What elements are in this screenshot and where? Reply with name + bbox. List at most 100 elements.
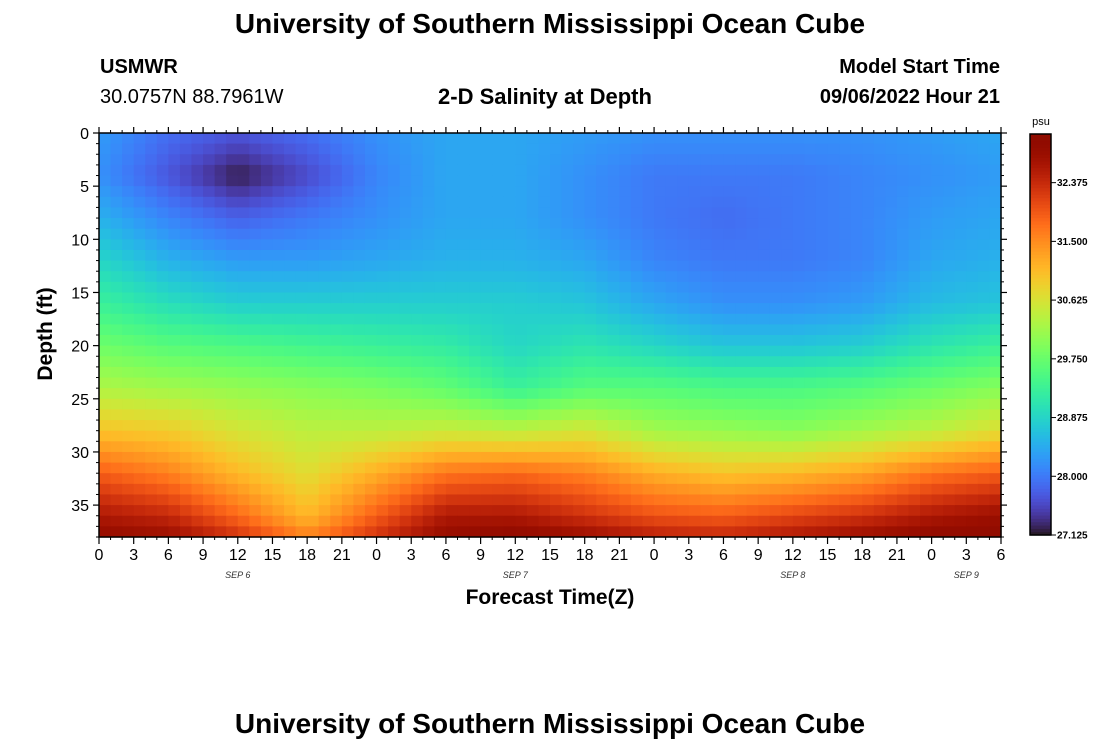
heatmap-cell <box>850 398 863 411</box>
heatmap-cell <box>827 281 840 294</box>
heatmap-cell <box>203 505 216 517</box>
colorbar-band <box>1030 321 1051 326</box>
heatmap-cell <box>850 175 863 187</box>
heatmap-cell <box>515 494 528 506</box>
heatmap-cell <box>445 260 459 272</box>
heatmap-cell <box>769 154 782 166</box>
heatmap-cell <box>839 207 852 219</box>
heatmap-cell <box>503 313 516 325</box>
y-tick-label: 30 <box>71 445 89 462</box>
heatmap-cell <box>885 430 898 442</box>
heatmap-cell <box>839 154 852 166</box>
heatmap-cell <box>654 451 667 464</box>
heatmap-cell <box>989 441 1002 453</box>
heatmap-cell <box>226 462 239 474</box>
heatmap-cell <box>561 494 574 506</box>
heatmap-cell <box>168 143 181 155</box>
heatmap-cell <box>272 313 285 325</box>
heatmap-cell <box>746 228 759 240</box>
heatmap-cell <box>723 462 736 474</box>
heatmap-cell <box>989 356 1002 368</box>
heatmap-cell <box>815 398 829 411</box>
heatmap-cell <box>850 324 863 336</box>
heatmap-cell <box>746 154 759 166</box>
heatmap-cell <box>896 143 910 155</box>
heatmap-cell <box>989 260 1002 272</box>
heatmap-cell <box>966 451 979 464</box>
heatmap-cell <box>260 441 274 453</box>
heatmap-cell <box>364 143 378 155</box>
colorbar-unit-label: psu <box>1032 116 1050 128</box>
heatmap-cell <box>619 526 632 538</box>
heatmap-cell <box>665 239 678 251</box>
heatmap-cell <box>492 526 505 538</box>
heatmap-cell <box>526 228 540 240</box>
heatmap-cell <box>445 335 459 347</box>
heatmap-cell <box>284 409 297 421</box>
heatmap-cell <box>376 345 389 357</box>
heatmap-cell <box>630 420 644 432</box>
heatmap-cell <box>792 473 806 485</box>
heatmap-cell <box>156 483 169 496</box>
heatmap-cell <box>330 335 343 347</box>
colorbar-band <box>1030 461 1051 466</box>
heatmap-cell <box>920 526 933 538</box>
heatmap-cell <box>873 249 886 262</box>
heatmap-cell <box>839 366 852 379</box>
heatmap-cell <box>550 356 563 368</box>
heatmap-cell <box>469 388 482 400</box>
heatmap-cell <box>735 175 748 187</box>
heatmap-cell <box>619 409 632 421</box>
heatmap-cell <box>596 239 609 251</box>
heatmap-cell <box>457 186 470 198</box>
heatmap-cell <box>873 292 886 304</box>
heatmap-cell <box>792 366 806 379</box>
heatmap-cell <box>943 462 956 474</box>
heatmap-cell <box>353 398 366 411</box>
heatmap-cell <box>399 515 412 527</box>
heatmap-cell <box>977 483 991 496</box>
heatmap-cell <box>480 175 493 187</box>
heatmap-cell <box>515 483 528 496</box>
heatmap-cell <box>781 398 794 411</box>
heatmap-cell <box>203 451 216 464</box>
heatmap-cell <box>561 324 574 336</box>
heatmap-cell <box>630 218 644 230</box>
heatmap-cell <box>700 420 713 432</box>
heatmap-cell <box>503 388 516 400</box>
heatmap-cell <box>839 515 852 527</box>
heatmap-cell <box>700 345 713 357</box>
heatmap-cell <box>376 175 389 187</box>
heatmap-cell <box>885 207 898 219</box>
heatmap-cell <box>99 483 112 496</box>
heatmap-cell <box>434 462 447 474</box>
heatmap-cell <box>214 515 227 527</box>
heatmap-cell <box>723 451 736 464</box>
heatmap-cell <box>179 505 193 517</box>
heatmap-cell <box>804 366 817 379</box>
heatmap-cell <box>364 473 378 485</box>
heatmap-cell <box>573 526 586 538</box>
heatmap-cell <box>330 494 343 506</box>
heatmap-cell <box>249 143 262 155</box>
heatmap-cell <box>376 441 389 453</box>
heatmap-cell <box>711 398 725 411</box>
heatmap-cell <box>839 133 852 145</box>
heatmap-cell <box>630 260 644 272</box>
heatmap-cell <box>920 281 933 294</box>
heatmap-cell <box>630 366 644 379</box>
heatmap-cell <box>654 154 667 166</box>
heatmap-cell <box>920 441 933 453</box>
heatmap-cell <box>630 409 644 421</box>
heatmap-cell <box>758 207 771 219</box>
heatmap-cell <box>677 239 690 251</box>
heatmap-cell <box>307 143 320 155</box>
heatmap-cell <box>561 377 574 389</box>
heatmap-cell <box>665 388 678 400</box>
heatmap-cell <box>943 430 956 442</box>
heatmap-cell <box>376 313 389 325</box>
heatmap-cell <box>457 292 470 304</box>
heatmap-cell <box>642 313 655 325</box>
heatmap-cell <box>538 420 551 432</box>
